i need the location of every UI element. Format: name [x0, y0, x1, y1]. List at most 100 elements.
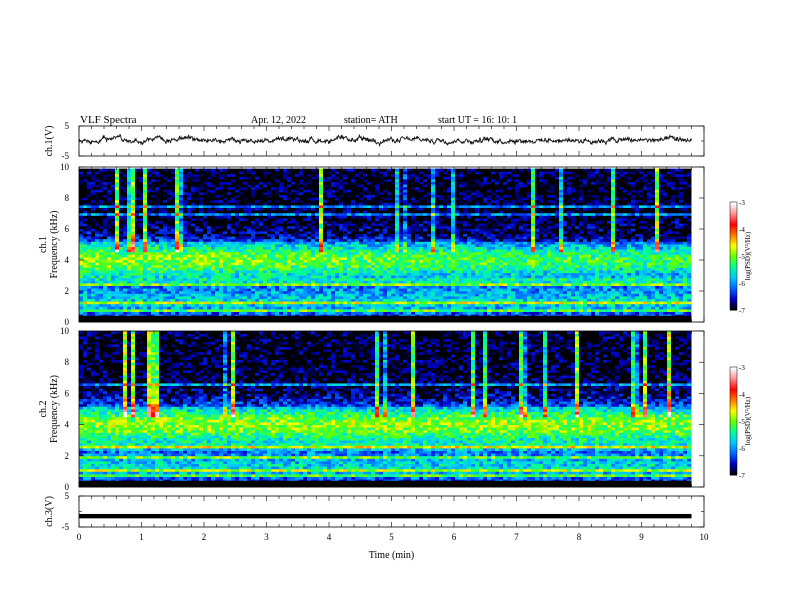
spectrogram-cell [455, 272, 460, 276]
spectrogram-cell [271, 231, 276, 234]
spectrogram-cell [163, 262, 168, 266]
spectrogram-cell [303, 272, 308, 276]
spectrogram-cell [215, 244, 220, 247]
spectrogram-cell [667, 254, 672, 258]
spectrogram-cell [463, 277, 468, 281]
spectrogram-cell [283, 251, 288, 255]
spectrogram-cell [559, 311, 564, 315]
spectrogram-cell [495, 298, 500, 302]
spectrogram-cell [175, 283, 180, 286]
spectrogram-cell [323, 267, 328, 271]
spectrogram-cell [403, 270, 408, 273]
spectrogram-cell [87, 231, 92, 234]
spectrogram-cell [83, 236, 88, 240]
spectrogram-cell [403, 290, 408, 294]
spectrogram-cell [531, 267, 536, 271]
spectrogram-cell [591, 303, 596, 307]
spectrogram-cell [195, 280, 200, 284]
spectrogram-cell [647, 238, 652, 242]
spectrogram-cell [99, 298, 104, 302]
spectrogram-cell [227, 233, 232, 237]
spectrogram-cell [515, 251, 520, 255]
spectrogram-cell [483, 309, 488, 312]
spectrogram-cell [551, 298, 556, 302]
spectrogram-cell [543, 296, 548, 299]
spectrogram-cell [443, 283, 448, 286]
spectrogram-cell [567, 264, 572, 268]
spectrogram-cell [295, 309, 300, 312]
spectrogram-cell [495, 280, 500, 284]
spectrogram-cell [451, 238, 456, 242]
spectrogram-cell [331, 275, 336, 279]
spectrogram-cell [155, 267, 160, 271]
spectrogram-cell [79, 288, 84, 292]
spectrogram-cell [299, 259, 304, 263]
spectrogram-cell [627, 301, 632, 305]
spectrogram-cell [95, 270, 100, 273]
spectrogram-cell [483, 264, 488, 268]
spectrogram-cell [423, 249, 428, 253]
spectrogram-cell [187, 293, 192, 297]
spectrogram-cell [507, 293, 512, 297]
spectrogram-cell [479, 298, 484, 302]
spectrogram-cell [551, 303, 556, 307]
spectrogram-cell [103, 283, 108, 286]
spectrogram-cell [427, 262, 432, 266]
spectrogram-cell [383, 301, 388, 305]
spectrogram-cell [431, 288, 436, 292]
spectrogram-cell [399, 267, 404, 271]
spectrogram-cell [499, 293, 504, 297]
spectrogram-cell [235, 296, 240, 299]
spectrogram-cell [255, 254, 260, 258]
spectrogram-cell [591, 264, 596, 268]
spectrogram-cell [279, 301, 284, 305]
spectrogram-cell [255, 241, 260, 245]
spectrogram-cell [163, 264, 168, 268]
spectrogram-cell [87, 259, 92, 263]
spectrogram-cell [259, 301, 264, 305]
spectrogram-cell [219, 249, 224, 253]
spectrogram-cell [247, 257, 252, 260]
spectrogram-cell [427, 288, 432, 292]
spectrogram-cell [327, 314, 332, 318]
spectrogram-cell [491, 246, 496, 250]
spectrogram-cell [231, 277, 236, 281]
spectrogram-cell [327, 298, 332, 302]
spectrogram-cell [319, 244, 324, 247]
spectrogram-cell [615, 283, 620, 286]
spectrogram-cell [151, 314, 156, 318]
spectrogram-cell [435, 244, 440, 247]
spectrogram-cell [663, 275, 668, 279]
spectrogram-cell [563, 293, 568, 297]
spectrogram-cell [659, 306, 664, 310]
spectrogram-cell [483, 238, 488, 242]
spectrogram-cell [279, 249, 284, 253]
spectrogram-cell [647, 249, 652, 253]
spectrogram-cell [439, 246, 444, 250]
spectrogram-cell [191, 283, 196, 286]
spectrogram-cell [135, 254, 140, 258]
spectrogram-cell [263, 238, 268, 242]
spectrogram-cell [343, 288, 348, 292]
spectrogram-cell [519, 275, 524, 279]
spectrogram-cell [583, 264, 588, 268]
spectrogram-cell [215, 280, 220, 284]
spectrogram-cell [375, 267, 380, 271]
spectrogram-cell [179, 264, 184, 268]
spectrogram-cell [415, 251, 420, 255]
spectrogram-cell [259, 298, 264, 302]
spectrogram-cell [419, 259, 424, 263]
spectrogram-cell [395, 267, 400, 271]
spectrogram-cell [183, 283, 188, 286]
spectrogram-cell [451, 311, 456, 315]
spectrogram-cell [343, 251, 348, 255]
spectrogram-cell [591, 254, 596, 258]
spectrogram-cell [503, 280, 508, 284]
spectrogram-cell [691, 233, 692, 237]
spectrogram-cell [535, 296, 540, 299]
spectrogram-cell [535, 283, 540, 286]
spectrogram-cell [519, 290, 524, 294]
spectrogram-cell [123, 264, 128, 268]
spectrogram-cell [687, 249, 692, 253]
spectrogram-cell [547, 272, 552, 276]
